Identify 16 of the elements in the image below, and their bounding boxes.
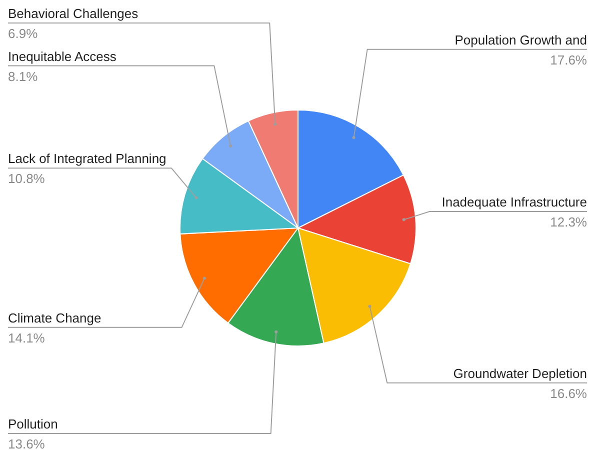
data-label: 14.1%: [8, 330, 46, 346]
data-label: 12.3%: [550, 214, 588, 230]
slice-label: Climate Change: [8, 310, 102, 326]
slice-label: Pollution: [8, 416, 58, 432]
slice-label: Population Growth and: [454, 32, 587, 48]
data-label: 13.6%: [8, 436, 46, 450]
slice-label: Groundwater Depletion: [453, 366, 587, 381]
data-label: 6.9%: [8, 26, 38, 41]
data-label: 10.8%: [8, 171, 46, 186]
slice-label: Inadequate Infrastructure: [442, 194, 587, 210]
data-label: 17.6%: [550, 52, 588, 68]
slice-label: Behavioral Challenges: [8, 6, 139, 21]
slice-label: Lack of Integrated Planning: [8, 151, 166, 166]
data-label: 8.1%: [8, 68, 38, 84]
data-label: 16.6%: [550, 386, 588, 401]
slice-label: Inequitable Access: [8, 48, 117, 64]
